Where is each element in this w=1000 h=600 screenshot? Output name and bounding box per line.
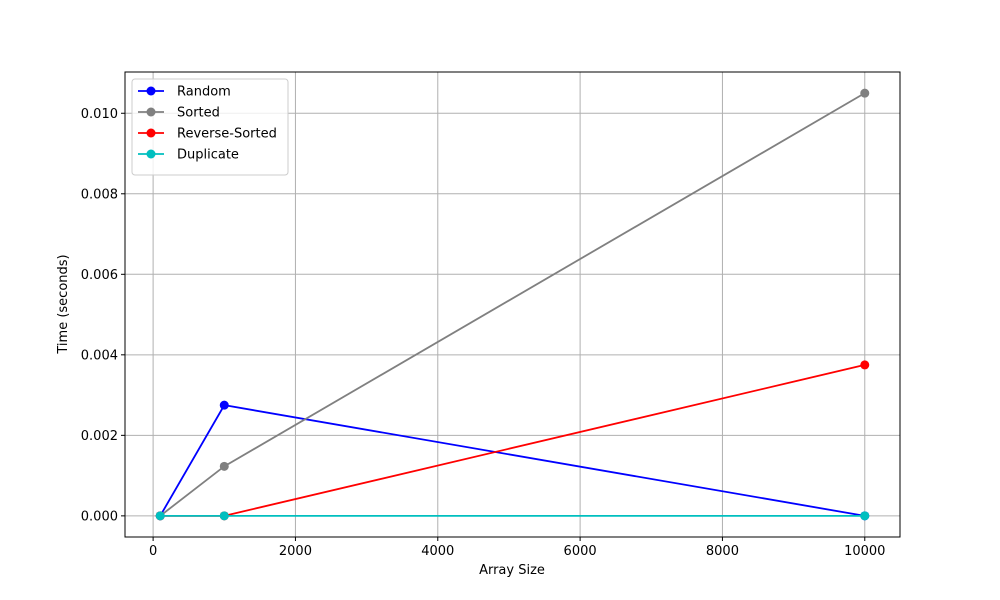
data-point [219, 511, 229, 521]
series-layer [155, 88, 870, 521]
series-duplicate [155, 511, 870, 521]
legend-label: Sorted [177, 106, 220, 121]
y-tick-label: 0.010 [81, 107, 118, 122]
x-tick-label: 2000 [279, 544, 312, 559]
legend-marker [146, 107, 156, 117]
y-tick-label: 0.008 [81, 187, 118, 202]
legend-label: Random [177, 85, 231, 100]
data-point [860, 88, 870, 98]
legend-box [131, 78, 289, 176]
x-axis: 0 2000 4000 6000 8000 10000 [149, 537, 885, 559]
legend-label: Reverse-Sorted [177, 127, 277, 142]
x-axis-label: Array Size [479, 563, 545, 578]
data-point [219, 461, 229, 471]
legend-item: Duplicate [138, 148, 239, 163]
legend-marker [146, 86, 156, 96]
data-point [155, 511, 165, 521]
y-tick-label: 0.004 [81, 348, 118, 363]
plot-frame [124, 71, 901, 538]
legend-marker [146, 149, 156, 159]
legend-item: Reverse-Sorted [138, 127, 277, 142]
legend: Random Sorted Reverse-Sorted Duplicate [131, 78, 289, 176]
x-tick-label: 10000 [844, 544, 885, 559]
x-tick-label: 6000 [564, 544, 597, 559]
legend-item: Random [138, 85, 231, 100]
y-tick-label: 0.002 [81, 429, 118, 444]
data-point [219, 400, 229, 410]
data-point [860, 360, 870, 370]
y-axis-label: Time (seconds) [56, 254, 71, 354]
data-point [860, 511, 870, 521]
legend-marker [146, 128, 156, 138]
x-tick-label: 4000 [421, 544, 454, 559]
y-tick-label: 0.006 [81, 268, 118, 283]
y-axis: 0.000 0.002 0.004 0.006 0.008 0.010 [81, 107, 125, 524]
x-tick-label: 8000 [706, 544, 739, 559]
x-tick-label: 0 [149, 544, 157, 559]
y-tick-label: 0.000 [81, 509, 118, 524]
legend-label: Duplicate [177, 148, 239, 163]
legend-item: Sorted [138, 106, 220, 121]
